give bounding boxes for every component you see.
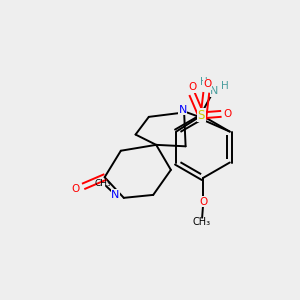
Text: O: O	[199, 196, 207, 206]
Text: N: N	[111, 190, 120, 200]
Text: S: S	[198, 109, 205, 122]
Text: N: N	[178, 104, 187, 115]
Text: CH₃: CH₃	[193, 217, 211, 227]
Text: O: O	[188, 82, 196, 92]
Text: H: H	[221, 81, 229, 91]
Text: CH₃: CH₃	[95, 178, 112, 188]
Text: H: H	[200, 76, 208, 86]
Text: O: O	[224, 109, 232, 119]
Text: N: N	[210, 86, 219, 96]
Text: O: O	[72, 184, 80, 194]
Text: O: O	[204, 80, 212, 89]
